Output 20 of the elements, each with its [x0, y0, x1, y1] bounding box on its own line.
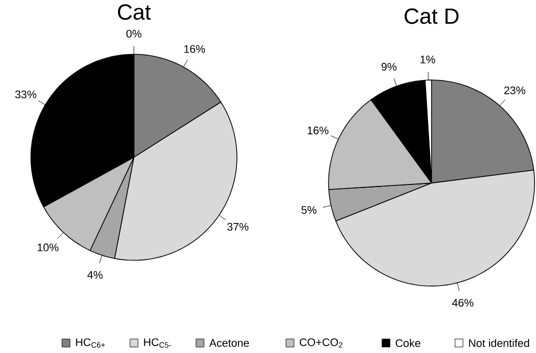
data-label: 23% [504, 86, 526, 94]
data-label: 9% [382, 62, 397, 71]
legend-label: Not identifed [469, 338, 530, 348]
data-label: 16% [184, 45, 206, 53]
chart-title: Cat D [404, 8, 459, 24]
legend-label: HC$_{C6+}$ [76, 338, 105, 348]
data-label: 33% [15, 90, 36, 98]
text: 0% [126, 30, 142, 38]
legend-label: Coke [396, 338, 420, 348]
data-label: 37% [227, 222, 248, 231]
data-label: 16% [308, 126, 328, 134]
data-label: 5% [301, 206, 316, 214]
legend-label: HC$_{C5-}$ [144, 338, 172, 348]
data-label: 10% [38, 244, 58, 252]
data-label: 1% [420, 56, 436, 64]
data-label: 46% [452, 298, 474, 307]
legend-label: CO+CO$_{2}$ [300, 338, 342, 348]
chart-title: Cat [118, 4, 151, 20]
data-label: 4% [87, 271, 103, 279]
legend-label: Acetone [209, 339, 249, 347]
